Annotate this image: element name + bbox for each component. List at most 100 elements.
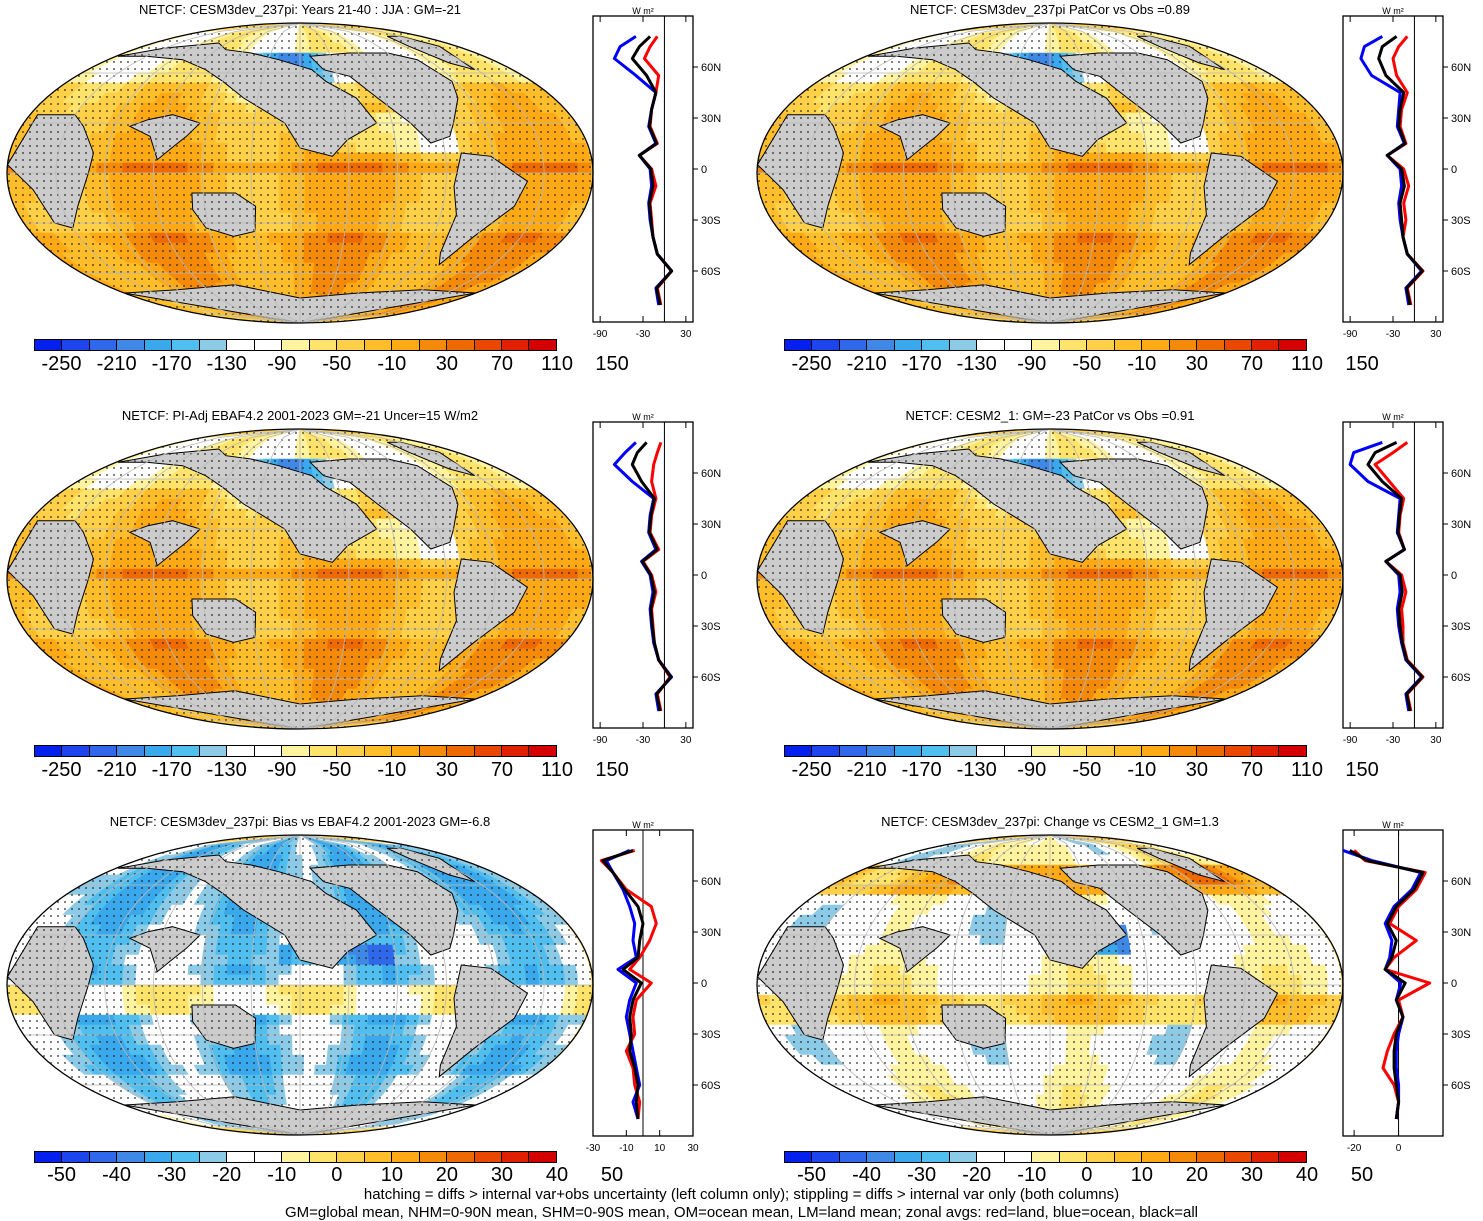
y-tick-label: 60N <box>701 468 721 480</box>
graticule-meridian <box>201 429 301 729</box>
colorbar <box>34 339 557 351</box>
colorbar-swatch <box>812 340 840 350</box>
panel-title: NETCF: CESM3dev_237pi: Years 21-40 : JJA… <box>139 2 461 17</box>
colorbar-tick-label: -90 <box>267 759 297 781</box>
colorbar-swatch <box>309 340 338 350</box>
colorbar-swatch <box>364 746 393 756</box>
graticule-meridian <box>153 429 301 729</box>
colorbar-swatch <box>1114 340 1143 350</box>
colorbar-swatch <box>337 340 365 350</box>
colorbar-swatch <box>1169 340 1198 350</box>
colorbar-swatch <box>172 746 200 756</box>
colorbar-swatch <box>867 340 895 350</box>
colorbar-swatch <box>35 340 63 350</box>
colorbar-swatch <box>117 340 145 350</box>
colorbar-tick-label: -250 <box>41 353 82 375</box>
colorbar-swatch <box>977 340 1005 350</box>
zonal-series-line <box>1359 35 1424 306</box>
panel-title: NETCF: CESM3dev_237pi PatCor vs Obs =0.8… <box>910 2 1190 17</box>
x-tick-label: -90 <box>1343 329 1358 340</box>
graticule-meridian <box>55 429 301 729</box>
colorbar-swatch <box>474 746 502 756</box>
colorbar-tick-label: -10 <box>377 759 407 781</box>
colorbar-tick-label: 110 <box>1291 353 1323 375</box>
zonal-series-line <box>630 441 673 712</box>
colorbar-swatch <box>447 340 475 350</box>
colorbar-tick-label: -210 <box>96 353 137 375</box>
panel-title: NETCF: CESM2_1: GM=-23 PatCor vs Obs =0.… <box>905 408 1195 423</box>
colorbar-swatch <box>1197 340 1225 350</box>
colorbar-tick-label: -170 <box>151 759 192 781</box>
graticule-meridian <box>299 429 545 729</box>
graticule-meridian <box>299 429 496 729</box>
colorbar-swatch <box>474 340 502 350</box>
colorbar-swatch <box>1032 340 1060 350</box>
colorbar-swatch <box>419 340 448 350</box>
colorbar-tick-label: 30 <box>1185 353 1209 375</box>
colorbar-tick-label: -210 <box>96 759 137 781</box>
graticule-meridian <box>1049 23 1295 323</box>
colorbar-swatch <box>62 746 90 756</box>
y-tick-label: 60N <box>701 62 721 74</box>
colorbar <box>34 745 557 757</box>
y-tick-label: 30S <box>1451 215 1471 227</box>
colorbar-swatch <box>1142 340 1170 350</box>
colorbar-tick-label: -90 <box>1017 353 1047 375</box>
x-tick-label: -30 <box>636 329 651 340</box>
graticule-meridian <box>299 429 447 729</box>
x-tick-label: -90 <box>593 329 608 340</box>
colorbar-swatch <box>144 746 173 756</box>
colorbar-swatch <box>1087 340 1115 350</box>
graticule-meridian <box>1049 23 1149 323</box>
zonal-series-line <box>612 35 674 306</box>
colorbar-tick-label: 150 <box>1345 353 1379 375</box>
graticule-meridian <box>299 23 399 323</box>
colorbar-labels: -250 -210 -170 -130 -90 -50 -10 30 70 110 150 <box>34 353 629 377</box>
colorbar-tick-label: 110 <box>541 353 573 375</box>
colorbar-labels: -250 -210 -170 -130 -90 -50 -10 30 70 110 150 <box>784 353 1379 377</box>
colorbar-swatch <box>392 340 420 350</box>
colorbar-tick-label: 150 <box>595 353 629 375</box>
graticule-meridian <box>299 23 496 323</box>
colorbar-tick-label: 30 <box>435 353 459 375</box>
graticule-meridian <box>201 23 301 323</box>
colorbar-swatch <box>89 340 118 350</box>
colorbar-tick-label: -130 <box>206 353 247 375</box>
colorbar-tick-label: -250 <box>41 759 82 781</box>
colorbar-tick-label: -10 <box>1127 353 1157 375</box>
graticule-meridian <box>299 429 399 729</box>
colorbar-swatch <box>894 340 923 350</box>
y-tick-label: 0 <box>1451 164 1457 176</box>
x-tick-label: 30 <box>680 329 692 340</box>
zonal-unit-label: W m² <box>632 412 654 422</box>
x-tick-label: 30 <box>1430 329 1442 340</box>
y-tick-label: 0 <box>701 164 707 176</box>
graticule-meridian <box>250 429 301 729</box>
y-tick-label: 30N <box>701 519 721 531</box>
colorbar-tick-label: -250 <box>791 353 832 375</box>
colorbar-swatch <box>254 746 283 756</box>
colorbar-tick-label: -50 <box>322 759 352 781</box>
zonal-unit-label: W m² <box>632 6 654 16</box>
x-tick-label: -30 <box>1386 329 1401 340</box>
world-map <box>6 428 594 730</box>
y-tick-label: 60S <box>701 266 721 278</box>
graticule-meridian <box>903 23 1051 323</box>
zonal-series-line <box>630 35 674 306</box>
colorbar-swatch <box>117 746 145 756</box>
colorbar-swatch <box>1279 340 1306 350</box>
colorbar-swatch <box>1224 340 1252 350</box>
colorbar-swatch <box>227 746 255 756</box>
y-tick-label: 30N <box>701 113 721 125</box>
y-tick-label: 60S <box>701 672 721 684</box>
colorbar-swatch <box>392 746 420 756</box>
y-tick-label: 30N <box>1451 113 1471 125</box>
zonal-series-line <box>1377 35 1424 306</box>
colorbar-labels: -250 -210 -170 -130 -90 -50 -10 30 70 110 150 <box>34 759 629 783</box>
colorbar-swatch <box>922 340 950 350</box>
graticule-meridian <box>1049 23 1197 323</box>
graticule-meridian <box>153 23 301 323</box>
colorbar-tick-label: 150 <box>595 759 629 781</box>
